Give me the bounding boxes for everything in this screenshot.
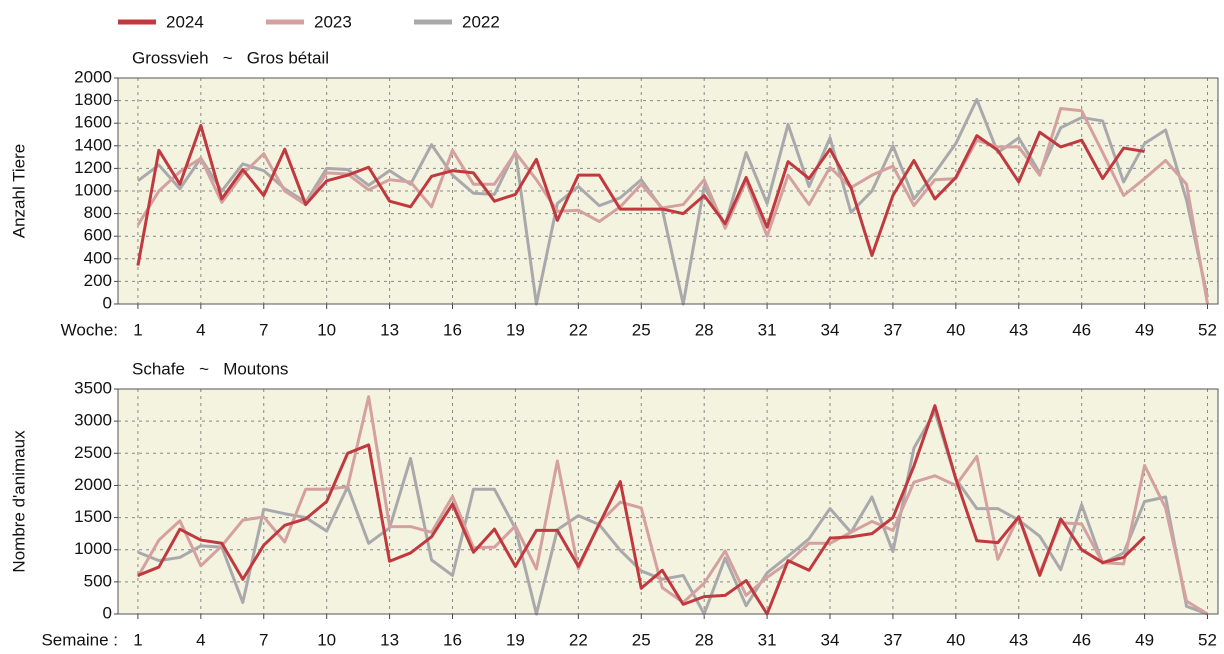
x-tick-label: 37 [883, 320, 902, 339]
plot-border [117, 77, 1219, 305]
x-tick-label: 46 [1072, 630, 1091, 649]
y-tick-label: 1000 [74, 539, 112, 558]
y-tick-label: 0 [103, 603, 112, 622]
y-tick-label: 2000 [74, 475, 112, 494]
plot-area [118, 78, 1218, 304]
x-tick-label: 43 [1009, 630, 1028, 649]
x-tick-label: 19 [506, 320, 525, 339]
x-tick-label: 34 [821, 630, 840, 649]
y-tick-label: 1800 [74, 90, 112, 109]
x-tick-label: 49 [1135, 630, 1154, 649]
x-tick-label: 34 [821, 320, 840, 339]
y-tick-label: 0 [103, 293, 112, 312]
y-tick-label: 1500 [74, 507, 112, 526]
x-tick-label: 31 [758, 630, 777, 649]
x-tick-label: 49 [1135, 320, 1154, 339]
chart-title: Grossvieh ~ Gros bétail [132, 48, 329, 67]
y-tick-label: 2500 [74, 443, 112, 462]
x-tick-label: 25 [632, 630, 651, 649]
x-axis-label: Semaine : [41, 630, 118, 649]
series-line [137, 404, 1146, 616]
x-tick-label: 40 [946, 630, 965, 649]
x-tick-label: 16 [443, 320, 462, 339]
x-tick-label: 13 [380, 320, 399, 339]
chart-title: Schafe ~ Moutons [132, 359, 288, 378]
x-tick-label: 1 [133, 630, 142, 649]
x-tick-label: 46 [1072, 320, 1091, 339]
y-tick-label: 500 [84, 571, 112, 590]
y-tick-label: 2000 [74, 67, 112, 86]
x-tick-label: 31 [758, 320, 777, 339]
x-tick-label: 1 [133, 320, 142, 339]
legend-label: 2024 [166, 12, 204, 31]
y-axis-label: Anzahl Tiere [9, 144, 28, 239]
x-tick-label: 13 [380, 630, 399, 649]
x-tick-label: 10 [317, 320, 336, 339]
x-tick-label: 22 [569, 630, 588, 649]
legend-label: 2022 [462, 12, 500, 31]
x-tick-label: 19 [506, 630, 525, 649]
x-axis-label: Woche: [61, 320, 118, 339]
series-line [136, 107, 1209, 305]
y-tick-label: 1600 [74, 113, 112, 132]
x-tick-label: 37 [883, 630, 902, 649]
x-tick-label: 10 [317, 630, 336, 649]
x-tick-label: 4 [196, 630, 205, 649]
y-tick-label: 1200 [74, 158, 112, 177]
x-tick-label: 52 [1198, 320, 1217, 339]
x-tick-label: 7 [259, 630, 268, 649]
x-tick-label: 16 [443, 630, 462, 649]
y-tick-label: 400 [84, 248, 112, 267]
y-tick-label: 800 [84, 203, 112, 222]
y-tick-label: 3000 [74, 411, 112, 430]
x-tick-label: 28 [695, 320, 714, 339]
plot-border [117, 388, 1219, 615]
y-tick-label: 200 [84, 271, 112, 290]
y-tick-label: 3500 [74, 378, 112, 397]
x-tick-label: 25 [632, 320, 651, 339]
y-axis-label: Nombre d'animaux [9, 430, 28, 573]
x-tick-label: 22 [569, 320, 588, 339]
x-tick-label: 7 [259, 320, 268, 339]
legend-label: 2023 [314, 12, 352, 31]
x-tick-label: 43 [1009, 320, 1028, 339]
x-tick-label: 4 [196, 320, 205, 339]
series-line [137, 410, 1209, 616]
y-tick-label: 1000 [74, 180, 112, 199]
y-tick-label: 600 [84, 226, 112, 245]
x-tick-label: 52 [1198, 630, 1217, 649]
x-tick-label: 40 [946, 320, 965, 339]
x-tick-label: 28 [695, 630, 714, 649]
y-tick-label: 1400 [74, 135, 112, 154]
series-line [136, 123, 1145, 266]
